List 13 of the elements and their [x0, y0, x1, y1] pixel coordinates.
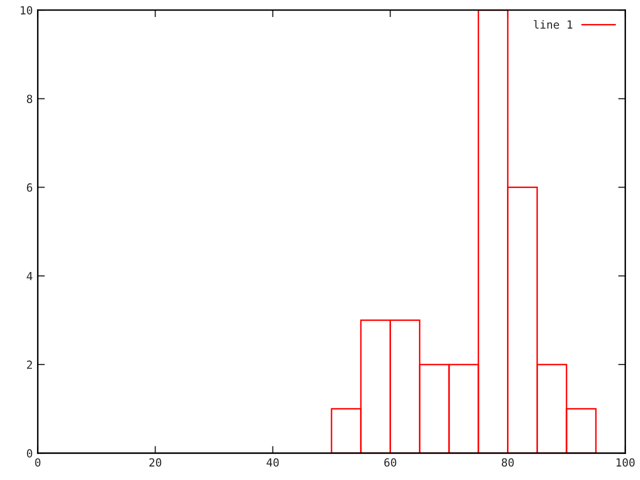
y-tick-label: 2 — [27, 360, 32, 369]
y-tick-label: 10 — [20, 6, 32, 14]
x-tick-label: 100 — [616, 458, 635, 467]
y-tick-label: 0 — [26, 449, 32, 458]
y-tick-label: 6 — [26, 183, 32, 192]
x-tick-label: 80 — [502, 458, 514, 467]
y-tick-label: 4 — [26, 272, 32, 280]
x-tick-label: 0 — [35, 458, 40, 467]
y-tick-label: 8 — [26, 94, 32, 104]
legend-label: line 1 — [534, 20, 572, 29]
x-tick-label: 40 — [266, 458, 279, 467]
x-tick-label: 20 — [149, 458, 162, 467]
x-tick-label: 60 — [384, 458, 396, 467]
